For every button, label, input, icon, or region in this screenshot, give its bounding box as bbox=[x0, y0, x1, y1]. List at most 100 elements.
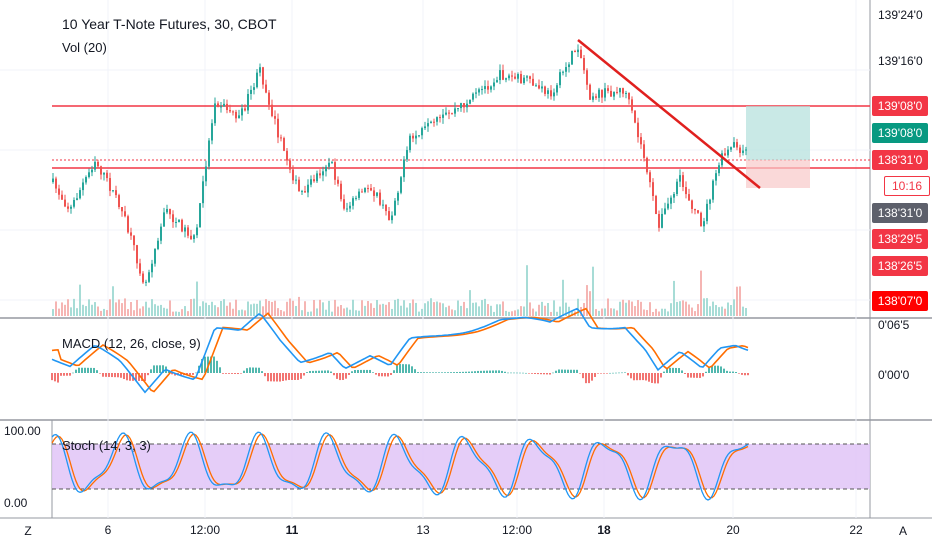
macd-histogram-bar bbox=[51, 373, 53, 381]
macd-histogram-bar bbox=[642, 373, 644, 381]
volume-bar bbox=[730, 305, 732, 316]
macd-histogram-bar bbox=[366, 369, 368, 373]
macd-histogram-bar bbox=[504, 371, 506, 373]
volume-bar bbox=[301, 310, 303, 316]
candle-body bbox=[301, 191, 303, 193]
zoom-toggle-button[interactable]: Z bbox=[24, 524, 32, 538]
candle-body bbox=[427, 123, 429, 127]
volume-bar bbox=[133, 310, 135, 316]
macd-line bbox=[51, 307, 749, 394]
candle-body bbox=[169, 209, 171, 215]
volume-bar bbox=[547, 303, 549, 316]
candle-body bbox=[88, 172, 90, 178]
volume-bar bbox=[508, 311, 510, 316]
macd-signal-line bbox=[51, 307, 749, 393]
volume-bar bbox=[250, 304, 252, 316]
volume-bar bbox=[538, 304, 540, 316]
candle-body bbox=[685, 187, 687, 195]
auto-scale-button[interactable]: A bbox=[898, 524, 907, 538]
macd-histogram-bar bbox=[723, 368, 725, 373]
candle-body bbox=[241, 108, 243, 116]
candle-body bbox=[73, 199, 75, 207]
candle-body bbox=[268, 92, 270, 105]
candle-body bbox=[505, 78, 507, 80]
candle-body bbox=[58, 188, 60, 195]
macd-histogram-bar bbox=[252, 367, 254, 373]
time-axis-label: 22 bbox=[849, 523, 863, 537]
macd-histogram-bar bbox=[585, 373, 587, 384]
macd-histogram-bar bbox=[276, 373, 278, 382]
volume-bar bbox=[103, 308, 105, 316]
macd-histogram-bar bbox=[336, 373, 338, 379]
macd-axis-label: 0'06'5 bbox=[878, 318, 910, 332]
volume-bar bbox=[274, 300, 276, 316]
candle-body bbox=[313, 179, 315, 182]
stoch-legend: Stoch (14, 3, 3) bbox=[62, 438, 151, 453]
volume-bar bbox=[124, 298, 126, 316]
macd-histogram-bar bbox=[66, 373, 68, 376]
candle-body bbox=[85, 177, 87, 183]
volume-bar bbox=[433, 302, 435, 316]
candle-body bbox=[148, 272, 150, 282]
volume-bar bbox=[106, 310, 108, 316]
macd-histogram-bar bbox=[126, 373, 128, 381]
volume-bar bbox=[253, 303, 255, 316]
macd-histogram-bar bbox=[279, 373, 281, 382]
macd-histogram-bar bbox=[663, 371, 665, 373]
volume-bar bbox=[175, 311, 177, 316]
macd-histogram-bar bbox=[408, 364, 410, 373]
volume-bar bbox=[319, 299, 321, 316]
macd-histogram-bar bbox=[720, 366, 722, 373]
macd-histogram-bar bbox=[162, 365, 164, 373]
candle-body bbox=[400, 177, 402, 193]
candle-body bbox=[391, 215, 393, 221]
candle-body bbox=[625, 93, 627, 95]
volume-bar bbox=[664, 308, 666, 316]
candle-body bbox=[712, 180, 714, 200]
macd-histogram-bar bbox=[399, 364, 401, 373]
candle-body bbox=[61, 194, 63, 200]
candle-body bbox=[385, 204, 387, 212]
macd-histogram-bar bbox=[300, 373, 302, 379]
candle-body bbox=[520, 74, 522, 84]
macd-histogram-bar bbox=[288, 373, 290, 380]
candle-body bbox=[511, 75, 513, 77]
volume-bar bbox=[202, 301, 204, 316]
candle-body bbox=[358, 191, 360, 198]
macd-histogram-bar bbox=[648, 373, 650, 382]
macd-histogram-bar bbox=[267, 373, 269, 382]
candle-body bbox=[517, 74, 519, 79]
volume-bar bbox=[484, 298, 486, 316]
volume-bar bbox=[382, 303, 384, 316]
candle-body bbox=[490, 86, 492, 90]
volume-bar bbox=[451, 309, 453, 316]
macd-histogram-bar bbox=[711, 365, 713, 373]
volume-bar bbox=[91, 304, 93, 316]
candle-body bbox=[667, 203, 669, 209]
macd-histogram-bar bbox=[57, 373, 59, 383]
macd-histogram-bar bbox=[327, 370, 329, 373]
candle-body bbox=[448, 112, 450, 114]
time-axis-label: 20 bbox=[726, 523, 740, 537]
candle-body bbox=[658, 214, 660, 228]
candle-body bbox=[463, 103, 465, 108]
volume-bar bbox=[517, 309, 519, 316]
volume-bar bbox=[706, 298, 708, 316]
candle-body bbox=[673, 194, 675, 198]
volume-bar bbox=[64, 304, 66, 316]
candle-body bbox=[562, 71, 564, 73]
candle-body bbox=[355, 197, 357, 199]
volume-bar bbox=[646, 310, 648, 316]
macd-histogram-bar bbox=[225, 373, 227, 374]
macd-histogram-bar bbox=[246, 368, 248, 373]
volume-bar bbox=[271, 301, 273, 316]
candle-body bbox=[172, 214, 174, 223]
candle-body bbox=[187, 227, 189, 236]
macd-histogram-bar bbox=[603, 373, 605, 374]
candle-body bbox=[664, 208, 666, 214]
volume-bar bbox=[109, 299, 111, 316]
candle-body bbox=[565, 67, 567, 72]
candle-body bbox=[514, 76, 516, 79]
